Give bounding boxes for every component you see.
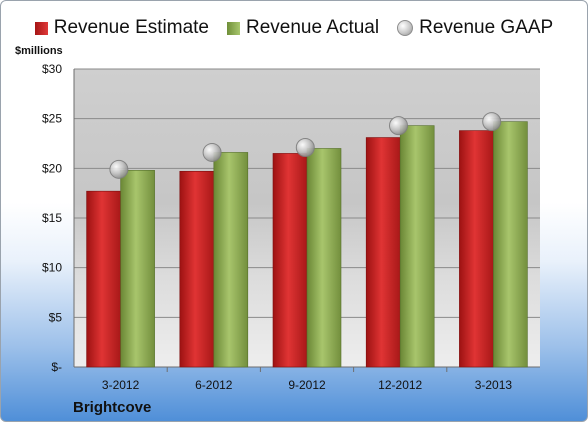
marker-revenue-gaap-2 [295, 137, 315, 157]
legend: Revenue Estimate Revenue Actual Revenue … [1, 17, 587, 39]
marker-revenue-gaap-4 [482, 112, 502, 132]
x-tick-label-0: 3-2012 [102, 378, 140, 392]
bar-revenue-actual-0 [120, 170, 155, 368]
y-axis-unit-label: $millions [15, 45, 63, 57]
bar-revenue-estimate-4 [459, 130, 494, 368]
y-tick-label-0: $- [51, 360, 62, 374]
marker-revenue-gaap-1 [202, 142, 222, 162]
legend-label-revenue-gaap: Revenue GAAP [419, 17, 554, 38]
x-tick-label-1: 6-2012 [195, 378, 233, 392]
x-tick-label-2: 9-2012 [288, 378, 326, 392]
y-tick-label-4: $20 [42, 161, 62, 175]
legend-item-revenue-estimate: Revenue Estimate [34, 17, 209, 39]
legend-item-revenue-gaap: Revenue GAAP [397, 17, 553, 39]
bar-revenue-actual-2 [306, 148, 342, 368]
legend-swatch-revenue-estimate [34, 21, 48, 35]
y-tick-label-6: $30 [42, 62, 62, 76]
bar-revenue-estimate-1 [179, 171, 215, 368]
company-name: Brightcove [73, 399, 152, 416]
y-tick-label-1: $5 [49, 310, 63, 324]
legend-label-revenue-actual: Revenue Actual [246, 17, 380, 38]
y-tick-label-3: $15 [42, 211, 62, 225]
legend-swatch-revenue-actual [227, 21, 240, 35]
y-tick-label-2: $10 [42, 261, 62, 275]
bar-revenue-actual-3 [399, 125, 435, 368]
bar-revenue-actual-1 [213, 152, 249, 368]
marker-revenue-gaap-0 [109, 159, 129, 179]
legend-swatch-revenue-gaap [397, 20, 414, 36]
marker-revenue-gaap-3 [389, 116, 408, 136]
x-tick-label-3: 12-2012 [378, 378, 422, 392]
bar-revenue-estimate-3 [365, 137, 401, 368]
legend-label-revenue-estimate: Revenue Estimate [53, 17, 209, 38]
y-tick-label-5: $25 [42, 112, 62, 126]
bar-revenue-estimate-2 [272, 153, 308, 368]
bar-revenue-estimate-0 [86, 190, 121, 368]
bar-revenue-actual-4 [493, 121, 528, 368]
x-tick-label-4: 3-2013 [475, 378, 513, 392]
legend-item-revenue-actual: Revenue Actual [227, 17, 379, 39]
